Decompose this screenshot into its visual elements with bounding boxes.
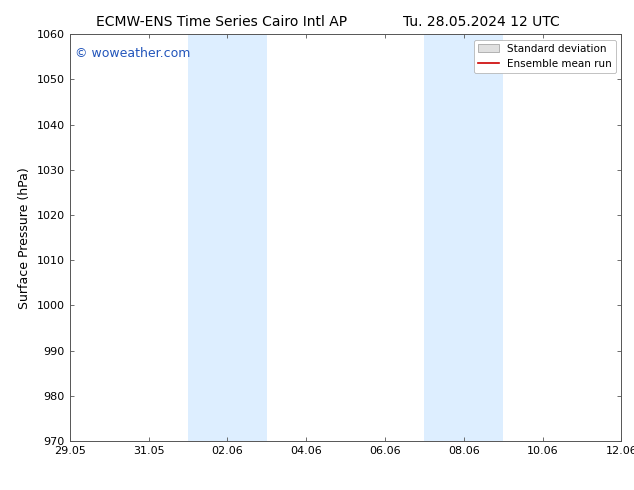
Text: Tu. 28.05.2024 12 UTC: Tu. 28.05.2024 12 UTC: [403, 15, 560, 29]
Bar: [228, 34, 267, 441]
Y-axis label: Surface Pressure (hPa): Surface Pressure (hPa): [18, 167, 31, 309]
Bar: [424, 34, 463, 441]
Text: © woweather.com: © woweather.com: [75, 47, 191, 59]
Bar: [463, 34, 503, 441]
Bar: [188, 34, 228, 441]
Legend: Standard deviation, Ensemble mean run: Standard deviation, Ensemble mean run: [474, 40, 616, 73]
Text: ECMW-ENS Time Series Cairo Intl AP: ECMW-ENS Time Series Cairo Intl AP: [96, 15, 347, 29]
